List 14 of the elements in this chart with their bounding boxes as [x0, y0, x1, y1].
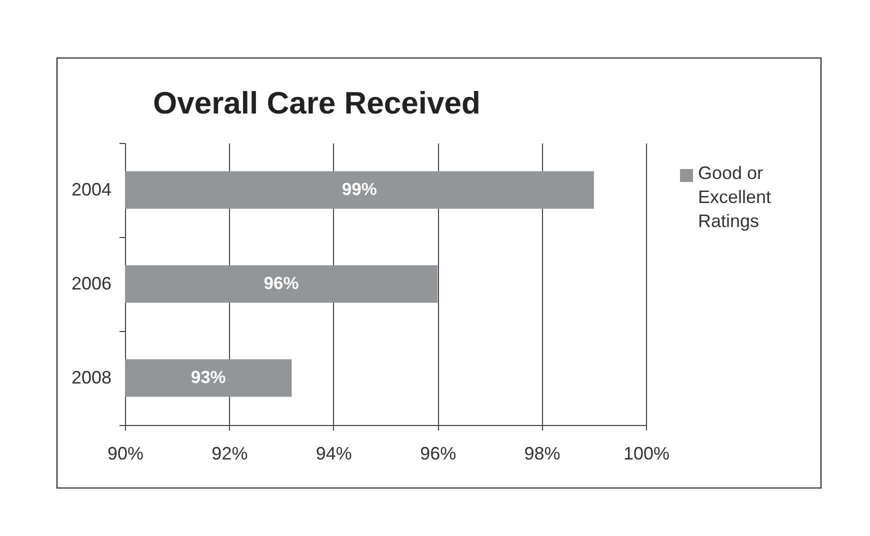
y-tick-label: 2004 [71, 180, 112, 200]
y-tick-label: 2008 [71, 368, 112, 388]
data-label: 99% [342, 179, 378, 199]
x-tick-label: 94% [316, 444, 352, 464]
y-tick-label: 2006 [71, 274, 112, 294]
data-label: 96% [264, 273, 300, 293]
legend-label: Good or Excellent Ratings [698, 163, 772, 231]
x-tick-label: 96% [420, 444, 456, 464]
x-tick-label: 92% [212, 444, 248, 464]
chart-title: Overall Care Received [153, 85, 480, 120]
data-label: 93% [190, 367, 226, 387]
x-tick-label: 98% [524, 444, 560, 464]
x-tick-label: 90% [107, 444, 144, 464]
x-tick-label: 100% [623, 444, 670, 464]
